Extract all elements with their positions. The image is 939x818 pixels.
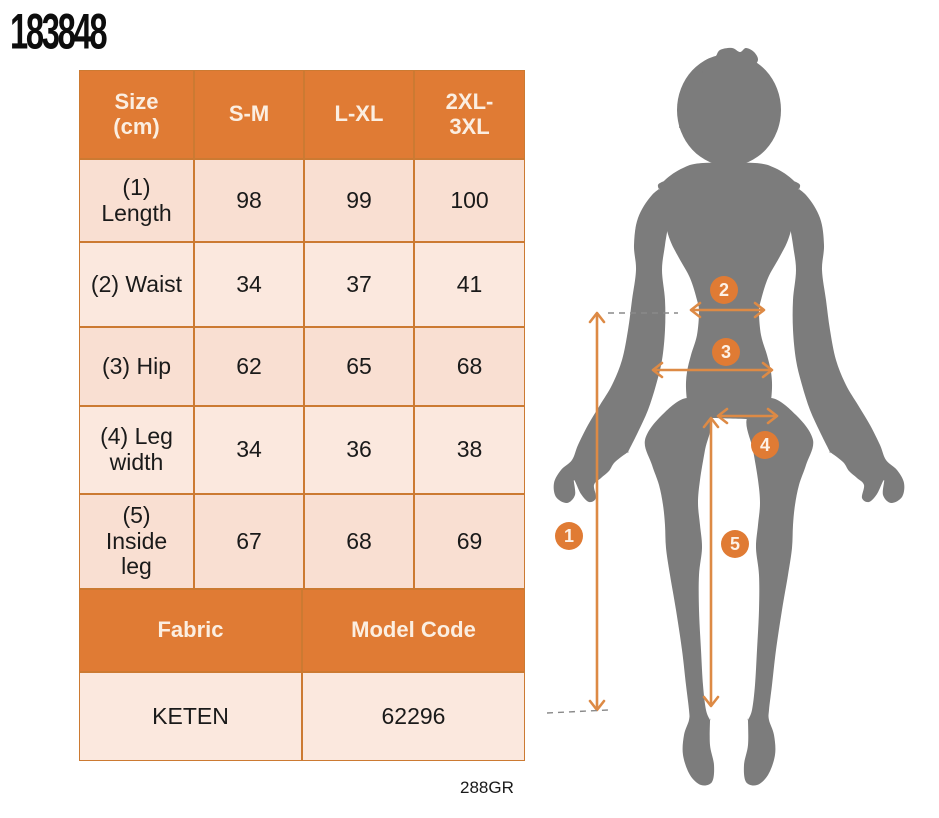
svg-text:5: 5 bbox=[730, 534, 740, 554]
svg-text:1: 1 bbox=[564, 526, 574, 546]
svg-text:4: 4 bbox=[760, 435, 770, 455]
svg-text:3: 3 bbox=[721, 342, 731, 362]
svg-text:2: 2 bbox=[719, 280, 729, 300]
